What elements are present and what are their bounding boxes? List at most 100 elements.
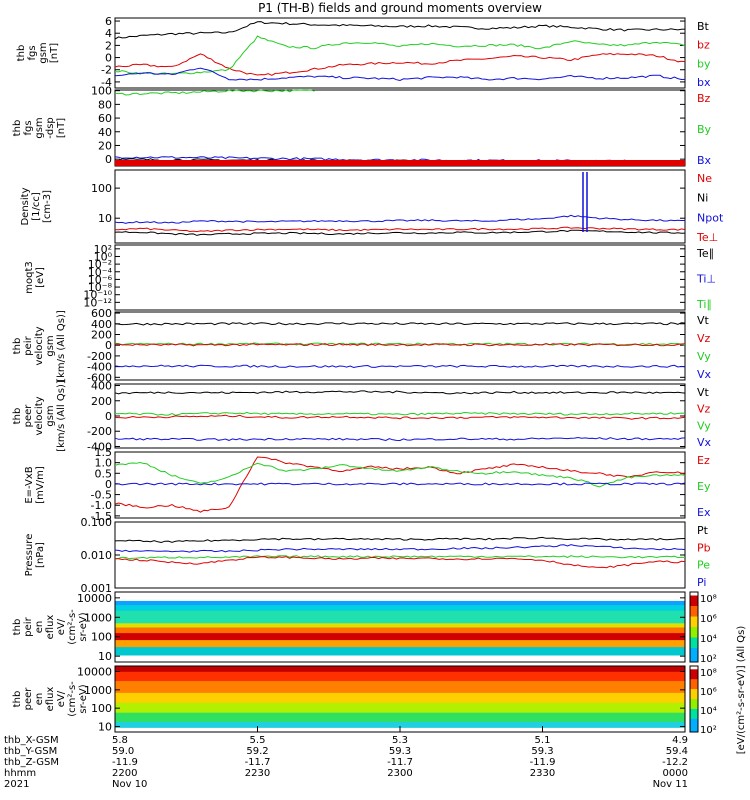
y-axis-label: (cm²-s- [67, 681, 78, 717]
x-tick-label: 5.3 [392, 735, 408, 746]
legend-entry: Pt [697, 524, 709, 537]
legend-entry: Vz [697, 403, 711, 416]
legend-entry: bz [697, 39, 710, 52]
y-tick-label: 200 [91, 328, 112, 341]
series-line-blue [114, 214, 685, 224]
x-tick-label: 2330 [530, 768, 555, 779]
legend-entry: Npot [697, 211, 724, 224]
colorbar-label: [eV/(cm²-s-sr-eV)] (All Qs) [736, 626, 747, 755]
y-axis-label: velocity [34, 396, 45, 435]
colorbar-segment [690, 679, 698, 690]
y-tick-label: 0 [105, 52, 112, 65]
y-axis-label: thb [12, 408, 23, 425]
legend-entry: Vt [697, 314, 710, 327]
y-axis-label: fgs [23, 120, 34, 135]
series-line-red [115, 556, 686, 569]
y-tick-label: 1000 [84, 611, 112, 624]
series-line-green [114, 411, 686, 416]
spectrogram-band [115, 712, 685, 722]
y-tick-label: 10⁻¹⁰ [83, 289, 112, 302]
series-line-red [114, 414, 686, 420]
y-tick-label: 0.001 [81, 582, 113, 595]
y-axis-label: [1/cc] [31, 192, 42, 221]
legend-entry: Vt [697, 386, 710, 399]
x-tick-label: Nov 11 [653, 779, 688, 790]
y-tick-label: -1.0 [91, 499, 112, 512]
colorbar-segment [690, 606, 698, 617]
spectrogram-band [115, 702, 685, 713]
spectrogram-band [115, 632, 685, 641]
x-tick-label: -11.7 [387, 757, 413, 768]
x-row-label: thb_X-GSM [4, 735, 59, 746]
y-axis-label: [eV] [35, 267, 46, 288]
legend-entry: Pb [697, 541, 711, 554]
x-row-label: hhmm [4, 768, 36, 779]
panel-frame [114, 311, 686, 381]
colorbar-tick-label: 10⁸ [700, 594, 717, 605]
y-tick-label: 10⁻⁸ [88, 281, 113, 294]
y-axis-label: eV/ [56, 690, 67, 707]
y-axis-label: [cm-3] [42, 190, 53, 223]
x-tick-label: 59.0 [112, 746, 134, 757]
y-tick-label: 40 [98, 126, 112, 139]
panel-9: 10000 1000 100 10 thb peir en eflux eV/(cm²-s-sr… [12, 591, 686, 663]
y-axis-label: gsm [45, 335, 56, 356]
y-tick-label: 0.010 [81, 549, 113, 562]
series-line-green [114, 89, 315, 96]
legend-entry: bx [697, 76, 711, 89]
colorbar-segment [690, 616, 698, 628]
colorbar-segment [690, 592, 698, 596]
colorbar-segment [690, 666, 698, 670]
series-line-blue [114, 436, 686, 442]
y-tick-label: -400 [87, 440, 112, 453]
y-axis-label: [nPa] [35, 542, 46, 568]
x-tick-label: 59.2 [246, 746, 268, 757]
panel-frame [114, 17, 686, 89]
series-line-green [114, 35, 686, 75]
y-tick-label: 10⁻⁴ [88, 266, 113, 279]
x-tick-label: 4.9 [672, 735, 688, 746]
y-tick-label: 100 [91, 182, 112, 195]
colorbar-frame [689, 591, 699, 663]
y-axis-label: thb [12, 691, 23, 708]
y-axis-label: Pressure [24, 534, 35, 577]
panel-10: 10000 1000 100 10 thb peer en eflux eV/(cm²-s-sr… [12, 665, 686, 733]
x-tick-label: 59.3 [531, 746, 553, 757]
y-tick-label: 200 [91, 395, 112, 408]
colorbar-frame [689, 665, 699, 733]
panel-frame [114, 591, 686, 663]
spectrogram-band [115, 610, 685, 624]
y-tick-label: 1000 [84, 684, 112, 697]
y-axis-label: velocity [34, 326, 45, 365]
y-tick-label: -200 [87, 425, 112, 438]
legend-entry: Ne [697, 172, 712, 185]
y-tick-label: 0 [105, 478, 112, 491]
y-tick-label: 10⁻¹² [83, 296, 112, 309]
x-row-label: thb_Y-GSM [4, 746, 57, 757]
y-tick-label: 100 [91, 85, 112, 98]
y-tick-label: 0 [105, 410, 112, 423]
spectrogram-band [115, 639, 685, 648]
y-axis-label: (cm²-s- [67, 609, 78, 645]
colorbar-tick-label: 10² [700, 654, 717, 665]
legend-entry: Ez [697, 454, 710, 467]
y-tick-label: 10 [98, 212, 112, 225]
legend-entry: Ex [697, 506, 711, 519]
legend-entry: Bz [697, 92, 711, 105]
colorbar-tick-label: 10⁸ [700, 668, 717, 679]
y-tick-label: 60 [98, 112, 112, 125]
y-tick-label: -4 [101, 76, 112, 89]
y-tick-label: 10⁰ [94, 250, 113, 263]
colorbar-segment [690, 595, 698, 607]
y-axis-label: fgs [27, 45, 38, 60]
spectrogram-band [115, 592, 685, 601]
x-row-label: 2021 [4, 779, 29, 790]
series-line-red [114, 456, 686, 513]
y-axis-label: thb [12, 120, 23, 137]
spectrogram-band [115, 666, 685, 672]
y-tick-label: 10⁻⁶ [88, 273, 113, 286]
